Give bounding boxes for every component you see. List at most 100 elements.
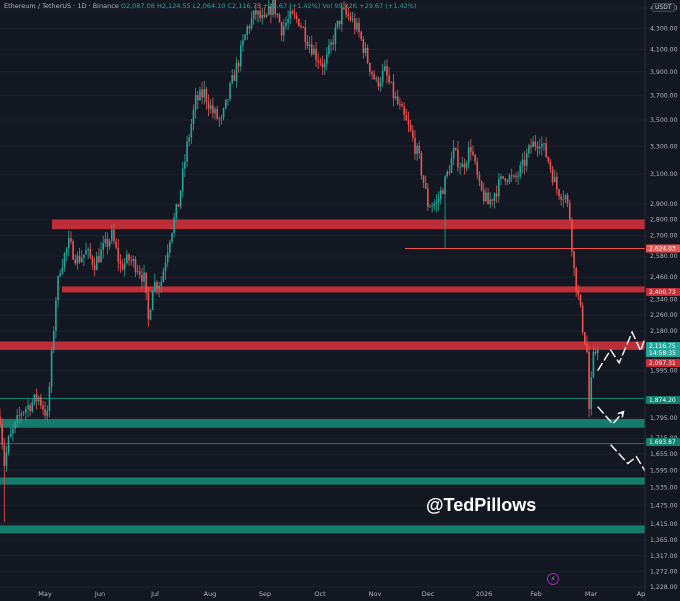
candle-body [392,81,395,99]
x-tick-label: Oct [314,590,326,598]
candle-body [85,250,87,255]
candle-body [429,206,431,208]
candle-body [351,18,354,20]
price-tag-label: 2,624.03 [649,245,676,252]
watermark-handle: @TedPillows [426,495,537,515]
candle-body [584,332,586,345]
candle-body [530,145,532,148]
candle-body [556,176,558,190]
candle-body [547,157,550,162]
candle-body [169,241,171,253]
candle-body [304,27,307,42]
candle-body [177,204,180,207]
x-tick-label: Mar [585,590,598,598]
candle-body [145,272,147,293]
candle-body [224,99,227,109]
candle-body [424,182,427,189]
candle-body [594,351,597,354]
candle-body [59,273,61,277]
candle-body [93,264,96,271]
x-tick-label: Nov [369,590,382,598]
candle-body [330,42,332,46]
candle-body [575,267,577,291]
candle-body [459,167,461,168]
y-tick-label: 3,500.00 [650,117,678,124]
candle-body [214,109,216,114]
candle-body [414,137,416,154]
candle-body [117,247,120,262]
lightning-icon[interactable]: ⚡ [547,573,559,585]
candle-body [498,179,500,197]
x-tick-label: Dec [422,590,435,598]
y-tick-label: 1,595.00 [650,467,678,474]
candle-body [461,163,464,168]
candle-body [566,195,569,204]
candle-body [108,240,111,247]
candle-body [379,82,382,87]
candle-body [405,114,408,121]
candle-body [553,176,556,183]
candle-body [37,396,40,402]
candle-body [409,124,412,131]
projection-path [597,406,625,426]
candle-body [246,26,249,35]
candle-body [470,147,472,152]
x-tick-label: Sep [259,590,271,598]
candle-body [482,190,485,202]
candle-body [141,274,143,282]
candle-body [121,264,124,270]
candle-body [173,217,175,233]
candle-body [61,267,64,274]
price-tag-bg [646,342,680,350]
candle-body [435,201,438,204]
candle-body [336,20,339,28]
candle-body [285,22,287,27]
candle-body [5,452,8,467]
candle-body [310,44,313,55]
candle-body [362,39,365,53]
time-axis: May Jun Jul Aug Sep Oct Nov Dec 2026 Feb Mar Ap [38,590,645,598]
price-axis: 4,500.004,300.004,100.003,900.003,700.00… [644,0,680,601]
candle-body [87,248,89,251]
currency-label[interactable]: USDT [652,3,675,12]
candle-body [132,258,135,261]
y-tick-label: 1,995.00 [650,368,678,375]
candle-body [20,413,23,416]
candle-body [68,238,70,249]
price-tag-label: 14:58:35 [649,350,676,357]
candle-body [422,175,425,183]
candle-body [328,45,330,55]
y-tick-label: 3,700.00 [650,92,678,99]
candle-body [506,180,509,182]
candle-body [375,78,378,80]
candle-body [147,292,150,320]
candle-body [345,8,347,15]
candle-body [592,351,595,378]
price-tag-bg [646,288,680,296]
candle-body [444,176,446,195]
candle-body [394,96,397,99]
x-tick-label: Aug [204,590,217,598]
y-tick-label: 1,228.00 [650,584,678,591]
candle-body [386,66,388,76]
candle-body [323,63,326,68]
candle-body [515,175,517,178]
y-tick-label: 2,580.00 [650,253,678,260]
candle-body [188,137,190,142]
candle-body [151,290,154,311]
candle-body [437,198,440,202]
candle-body [35,394,38,402]
candle-body [369,62,371,72]
candle-body [491,199,494,201]
candle-body [396,96,399,104]
candle-body [562,199,565,201]
candle-body [399,103,401,105]
candle-body [532,141,534,148]
candle-body [119,261,122,265]
candle-body [452,148,455,159]
candle-body [257,10,259,15]
candle-body [104,238,107,244]
candle-body [446,171,448,177]
